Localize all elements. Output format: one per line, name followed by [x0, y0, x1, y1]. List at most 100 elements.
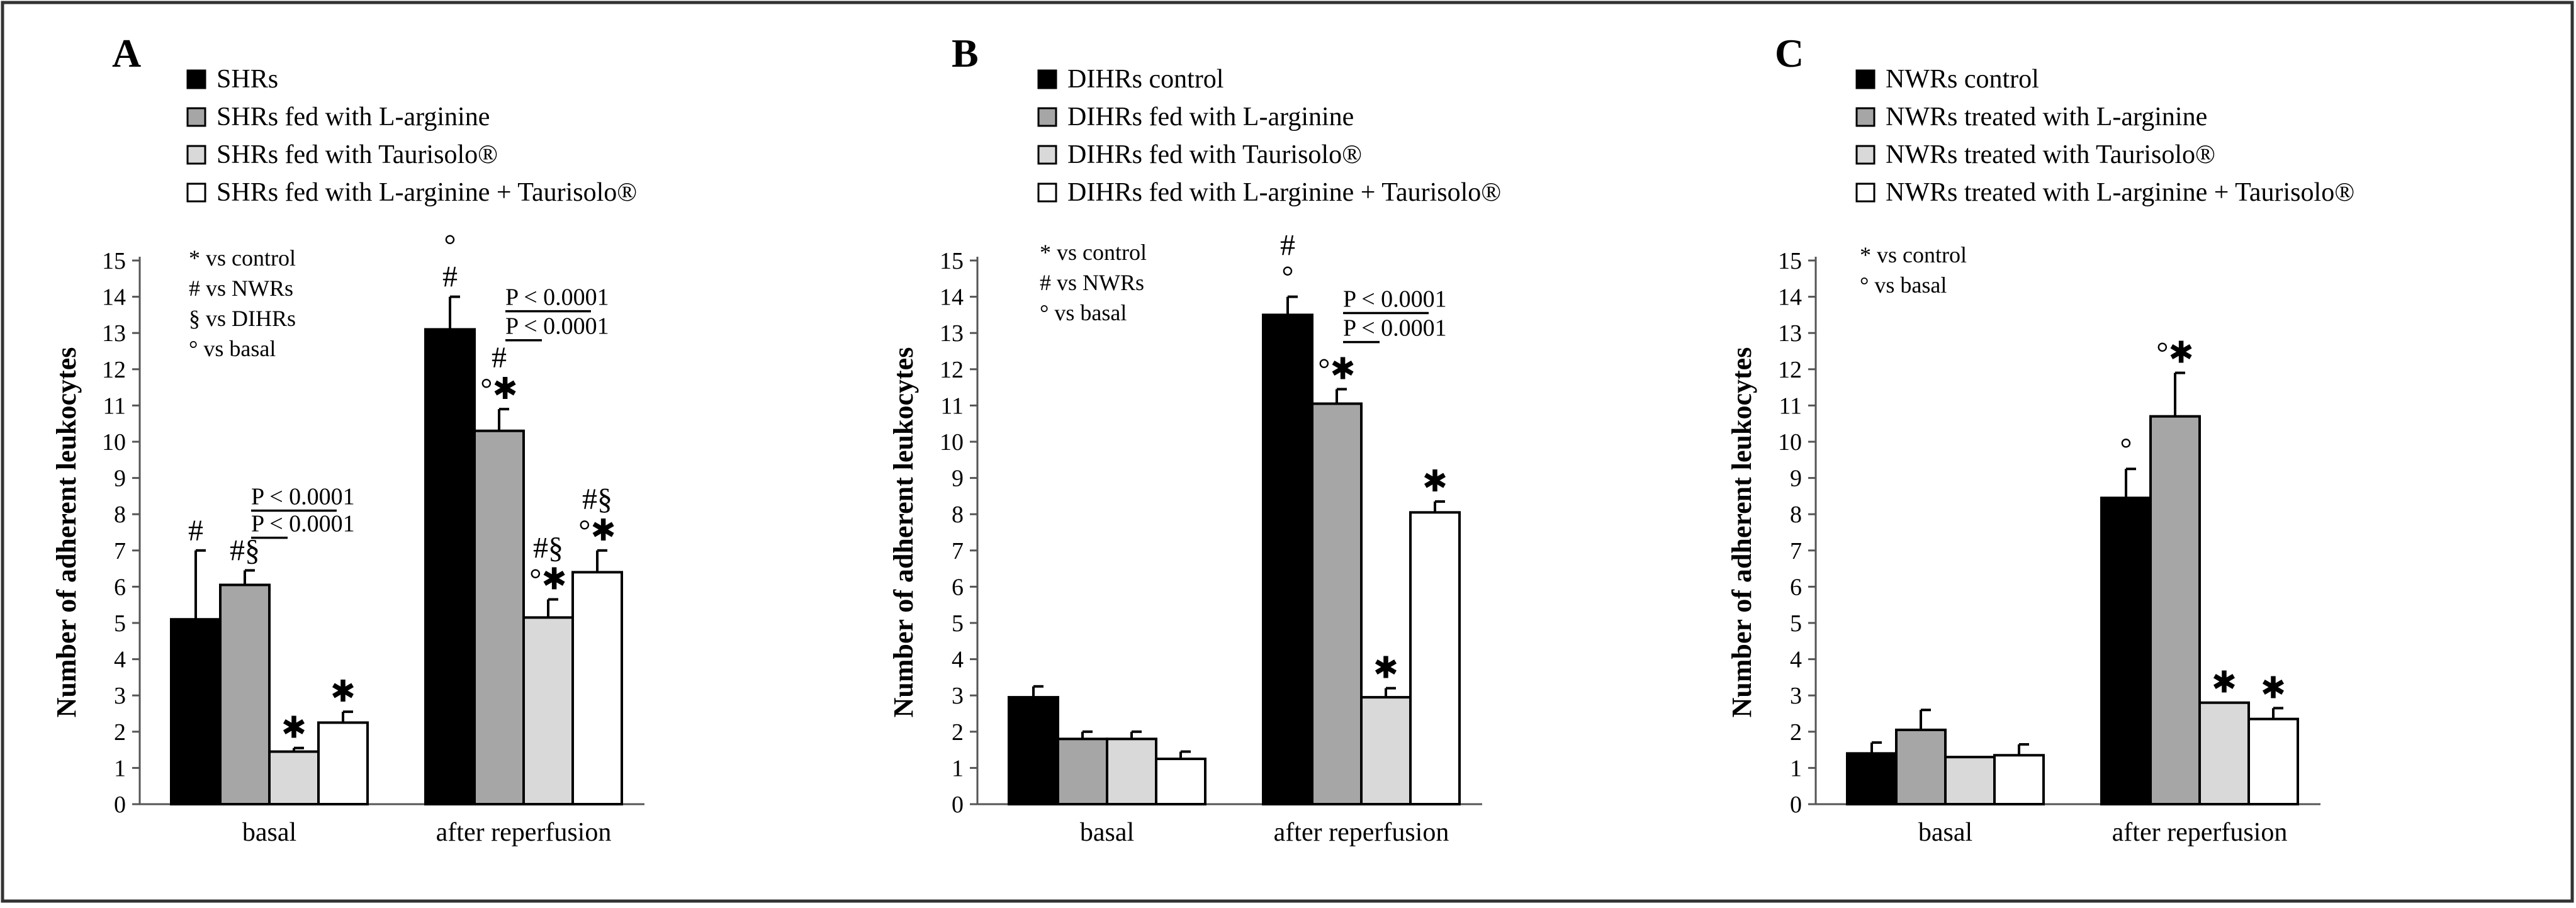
y-tick-label: 5 [1790, 610, 1802, 637]
y-tick-label: 14 [940, 284, 964, 311]
note-text: ° vs basal [1040, 300, 1127, 325]
legend-swatch [1855, 107, 1876, 127]
significance-marker: °✱ [578, 514, 616, 547]
y-tick-label: 3 [1790, 683, 1802, 709]
y-tick-label: 15 [1778, 248, 1802, 274]
panel-letter: A [112, 31, 141, 76]
y-tick-label: 1 [952, 755, 964, 782]
bar [2247, 717, 2299, 806]
significance-marker: # [442, 261, 458, 294]
legend-entry: DIHRs control [1067, 65, 1223, 94]
y-tick-label: 7 [114, 538, 126, 564]
y-tick-label: 6 [1790, 574, 1802, 600]
pvalue-label: P < 0.0001 [1343, 315, 1447, 342]
y-tick-label: 1 [114, 755, 126, 782]
significance-marker: ° [444, 229, 456, 262]
note-text: ° vs basal [189, 336, 276, 361]
legend-swatch [1855, 69, 1876, 89]
y-tick-label: 12 [1778, 357, 1802, 383]
y-tick-label: 9 [952, 466, 964, 492]
bar [571, 571, 623, 805]
legend-entry: SHRs fed with L-arginine [217, 103, 490, 132]
y-tick-label: 10 [940, 429, 964, 456]
significance-marker: ✱ [281, 712, 307, 745]
bar [2100, 496, 2152, 806]
y-tick-label: 8 [1790, 502, 1802, 528]
bar [1262, 313, 1313, 805]
y-tick-label: 11 [103, 393, 126, 419]
significance-marker: # [1280, 229, 1295, 262]
note-text: * vs control [1860, 242, 1967, 267]
note-text: ° vs basal [1860, 272, 1947, 298]
y-tick-label: 11 [1779, 393, 1802, 419]
legend-swatch [1855, 182, 1876, 203]
bar [317, 721, 369, 806]
y-tick-label: 7 [1790, 538, 1802, 564]
significance-marker: # [188, 514, 203, 547]
note-text: # vs NWRs [189, 276, 293, 301]
y-tick-label: 5 [952, 610, 964, 637]
chart-panel-b: B DIHRs control DIHRs fed with L-arginine D… [888, 31, 1501, 847]
pvalue-label: P < 0.0001 [505, 313, 609, 340]
significance-marker: °✱ [529, 563, 566, 597]
legend-entry: SHRs fed with L-arginine + Taurisolo® [217, 178, 637, 207]
significance-marker: ✱ [330, 675, 356, 709]
y-tick-label: 15 [940, 248, 964, 274]
bar [1846, 752, 1898, 805]
significance-marker: ° [2120, 432, 2132, 466]
y-tick-label: 12 [102, 357, 126, 383]
bar [473, 429, 525, 805]
legend-entry: NWRs control [1886, 65, 2039, 94]
y-tick-label: 12 [940, 357, 964, 383]
y-axis-label: Number of adherent leukocytes [888, 347, 919, 718]
y-tick-label: 9 [114, 466, 126, 492]
legend-swatch [1037, 107, 1057, 127]
legend-entry: SHRs [217, 65, 278, 94]
y-tick-label: 13 [940, 320, 964, 347]
bar [170, 618, 222, 805]
y-tick-label: 3 [114, 683, 126, 709]
chart-panel-c: C NWRs control NWRs treated with L-arginin… [1726, 31, 2354, 847]
bar [1944, 756, 1996, 805]
significance-marker: °✱ [480, 373, 517, 406]
note-text: * vs control [1040, 240, 1147, 265]
x-category-label: basal [1918, 818, 1972, 847]
legend-entry: DIHRs fed with Taurisolo® [1067, 140, 1362, 169]
y-tick-label: 2 [114, 719, 126, 746]
y-tick-label: 10 [1778, 429, 1802, 456]
y-tick-label: 14 [102, 284, 126, 311]
y-tick-label: 6 [952, 574, 964, 600]
y-tick-label: 7 [952, 538, 964, 564]
significance-marker: #§ [533, 532, 563, 565]
bar [1155, 758, 1206, 805]
y-tick-label: 2 [952, 719, 964, 746]
significance-marker: ✱ [2212, 666, 2237, 700]
y-tick-label: 3 [952, 683, 964, 709]
y-tick-label: 9 [1790, 466, 1802, 492]
y-axis-label: Number of adherent leukocytes [1726, 347, 1757, 718]
pvalue-label: P < 0.0001 [251, 511, 355, 537]
y-axis-label: Number of adherent leukocytes [51, 347, 82, 718]
bar [1409, 511, 1461, 805]
y-tick-label: 1 [1790, 755, 1802, 782]
y-tick-label: 13 [1778, 320, 1802, 347]
bar [1360, 696, 1412, 805]
x-category-label: after reperfusion [436, 818, 612, 847]
significance-marker: #§ [230, 534, 260, 567]
y-tick-label: 5 [114, 610, 126, 637]
bar [1311, 402, 1363, 805]
bar [1106, 737, 1157, 805]
pvalue-label: P < 0.0001 [1343, 286, 1447, 313]
legend-entry: NWRs treated with Taurisolo® [1886, 140, 2215, 169]
legend-entry: NWRs treated with L-arginine + Taurisolo… [1886, 178, 2354, 207]
significance-marker: ° [1281, 261, 1293, 294]
bar [522, 616, 574, 805]
bar [2198, 701, 2250, 805]
legend-swatch [186, 69, 206, 89]
note-text: # vs NWRs [1040, 270, 1144, 295]
y-tick-label: 4 [1790, 647, 1802, 673]
panel-letter: B [952, 31, 979, 76]
y-tick-label: 15 [102, 248, 126, 274]
